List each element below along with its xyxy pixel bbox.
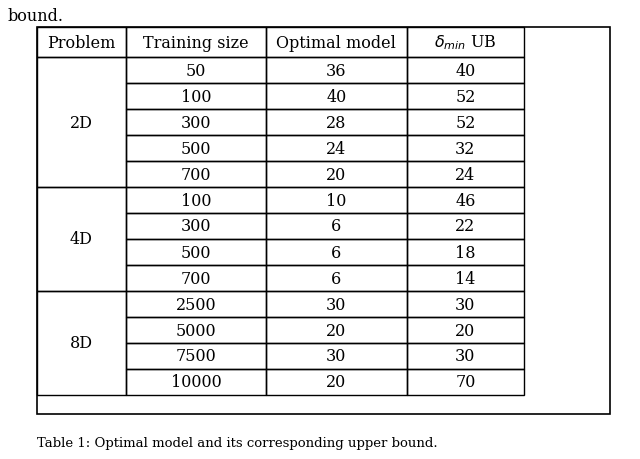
Text: 500: 500 <box>180 140 211 157</box>
Text: bound.: bound. <box>8 8 64 25</box>
Bar <box>406 136 524 162</box>
Text: 70: 70 <box>455 374 476 391</box>
Text: 30: 30 <box>455 348 476 365</box>
Bar <box>126 343 266 369</box>
Bar <box>126 291 266 317</box>
Text: 24: 24 <box>326 140 346 157</box>
Bar <box>266 162 406 188</box>
Text: 5000: 5000 <box>176 322 216 339</box>
Text: 50: 50 <box>186 62 206 79</box>
Text: 6: 6 <box>332 218 342 235</box>
Text: Table 1: Optimal model and its corresponding upper bound.: Table 1: Optimal model and its correspon… <box>37 436 438 449</box>
Text: 36: 36 <box>326 62 347 79</box>
Text: 22: 22 <box>455 218 476 235</box>
Bar <box>406 28 524 58</box>
Bar <box>406 110 524 136</box>
Text: 24: 24 <box>455 166 476 183</box>
Text: Problem: Problem <box>47 34 116 51</box>
Bar <box>266 188 406 213</box>
Text: 2D: 2D <box>70 114 93 131</box>
Text: 30: 30 <box>326 296 347 313</box>
Text: 7500: 7500 <box>175 348 216 365</box>
Text: 700: 700 <box>180 270 211 287</box>
Bar <box>406 369 524 395</box>
Bar <box>266 84 406 110</box>
Bar <box>406 291 524 317</box>
Text: 300: 300 <box>180 218 211 235</box>
Text: 300: 300 <box>180 114 211 131</box>
Text: 2500: 2500 <box>176 296 216 313</box>
Bar <box>406 240 524 265</box>
Bar <box>37 188 126 291</box>
Text: 52: 52 <box>455 88 476 105</box>
Bar <box>37 58 126 188</box>
Bar <box>37 28 126 58</box>
Text: 6: 6 <box>332 270 342 287</box>
Bar <box>126 110 266 136</box>
Text: 32: 32 <box>455 140 476 157</box>
Bar <box>266 240 406 265</box>
Text: 40: 40 <box>326 88 346 105</box>
Bar <box>266 213 406 240</box>
Text: 500: 500 <box>180 244 211 261</box>
Bar <box>37 291 126 395</box>
Bar <box>406 343 524 369</box>
Bar <box>266 110 406 136</box>
Text: Optimal model: Optimal model <box>276 34 396 51</box>
Text: 14: 14 <box>455 270 476 287</box>
Bar <box>266 317 406 343</box>
Text: 28: 28 <box>326 114 347 131</box>
Bar <box>266 136 406 162</box>
Bar <box>37 28 610 414</box>
Text: 700: 700 <box>180 166 211 183</box>
Bar <box>126 188 266 213</box>
Bar <box>126 162 266 188</box>
Bar <box>126 317 266 343</box>
Text: 30: 30 <box>326 348 347 365</box>
Text: 20: 20 <box>326 322 346 339</box>
Text: 100: 100 <box>180 192 211 209</box>
Bar <box>406 84 524 110</box>
Bar <box>126 84 266 110</box>
Text: 52: 52 <box>455 114 476 131</box>
Bar <box>126 240 266 265</box>
Text: $\delta_{min}$ UB: $\delta_{min}$ UB <box>434 34 497 52</box>
Bar <box>406 188 524 213</box>
Bar <box>406 162 524 188</box>
Text: 18: 18 <box>455 244 476 261</box>
Text: 6: 6 <box>332 244 342 261</box>
Bar <box>266 291 406 317</box>
Text: 20: 20 <box>455 322 476 339</box>
Text: 100: 100 <box>180 88 211 105</box>
Bar <box>406 265 524 291</box>
Text: 30: 30 <box>455 296 476 313</box>
Bar <box>406 317 524 343</box>
Text: 10000: 10000 <box>171 374 221 391</box>
Bar <box>266 343 406 369</box>
Text: Training size: Training size <box>143 34 249 51</box>
Bar <box>126 369 266 395</box>
Text: 40: 40 <box>455 62 476 79</box>
Bar <box>126 136 266 162</box>
Bar <box>406 213 524 240</box>
Text: 20: 20 <box>326 166 346 183</box>
Text: 10: 10 <box>326 192 347 209</box>
Bar <box>126 213 266 240</box>
Bar <box>266 265 406 291</box>
Bar <box>266 28 406 58</box>
Bar <box>406 58 524 84</box>
Bar <box>126 58 266 84</box>
Text: 8D: 8D <box>70 335 93 352</box>
Text: 46: 46 <box>455 192 476 209</box>
Text: 20: 20 <box>326 374 346 391</box>
Bar <box>126 265 266 291</box>
Bar <box>126 28 266 58</box>
Text: 4D: 4D <box>70 231 93 248</box>
Bar <box>266 58 406 84</box>
Bar <box>266 369 406 395</box>
